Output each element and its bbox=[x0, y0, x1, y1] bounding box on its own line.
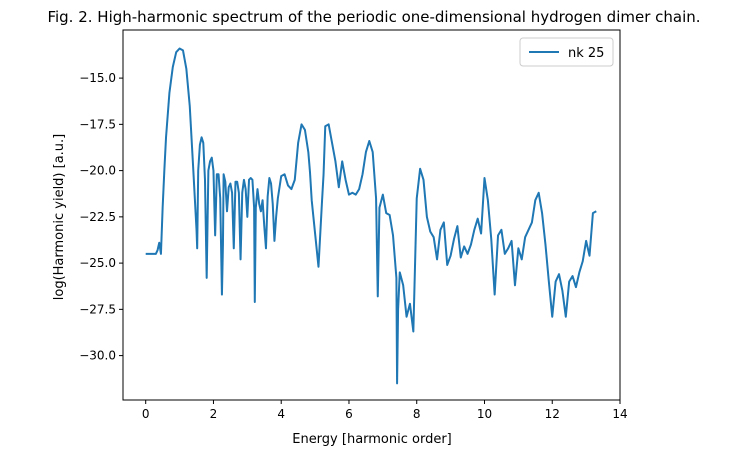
y-tick-label: −17.5 bbox=[79, 117, 116, 131]
x-tick-label: 8 bbox=[413, 407, 421, 421]
x-tick-label: 0 bbox=[142, 407, 150, 421]
x-tick-label: 6 bbox=[345, 407, 353, 421]
legend: nk 25 bbox=[519, 37, 614, 67]
y-tick-label: −27.5 bbox=[79, 302, 116, 316]
y-tick-label: −20.0 bbox=[79, 164, 116, 178]
y-tick-label: −25.0 bbox=[79, 256, 116, 270]
x-tick-label: 10 bbox=[477, 407, 492, 421]
y-tick-label: −30.0 bbox=[79, 349, 116, 363]
x-tick-label: 14 bbox=[612, 407, 627, 421]
legend-label-nk25: nk 25 bbox=[568, 46, 604, 61]
y-tick-label: −22.5 bbox=[79, 210, 116, 224]
chart-title: Fig. 2. High-harmonic spectrum of the pe… bbox=[47, 8, 700, 26]
legend-box bbox=[519, 37, 614, 67]
x-tick-label: 12 bbox=[545, 407, 560, 421]
x-axis-label: Energy [harmonic order] bbox=[292, 432, 452, 447]
x-tick-label: 4 bbox=[277, 407, 285, 421]
y-tick-label: −15.0 bbox=[79, 71, 116, 85]
series-line-nk25 bbox=[145, 47, 597, 385]
y-axis-label: log(Harmonic yield) [a.u.] bbox=[52, 134, 67, 300]
plot-area: 0 2 4 6 8 10 12 14 −30.0 −27.5 −25.0 −22.5 −20.0 −17.… bbox=[79, 29, 628, 421]
plot-frame bbox=[122, 29, 621, 401]
x-tick-label: 2 bbox=[210, 407, 218, 421]
